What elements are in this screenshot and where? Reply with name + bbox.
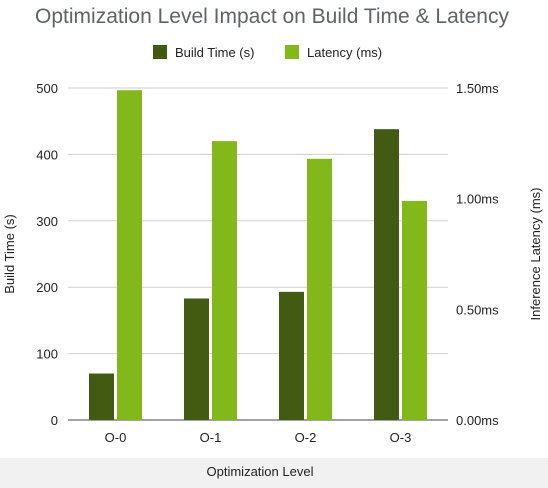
y-tick-label: 100 [36,347,58,362]
y2-tick-label: 1.00ms [456,192,499,207]
y-tick-label: 0 [51,413,58,428]
legend-swatch-latency [285,45,299,59]
x-tick-label: O-1 [200,430,222,445]
x-tick-label: O-0 [105,430,127,445]
legend-swatch-build-time [153,45,167,59]
x-axis-title: Optimization Level [207,464,314,479]
right-axis-ticks: 0.00ms 0.50ms 1.00ms 1.50ms [456,81,499,428]
y-tick-label: 200 [36,280,58,295]
bar-latency [212,141,237,420]
y-tick-label: 300 [36,214,58,229]
left-axis-ticks: 0 100 200 300 400 500 [36,81,58,428]
chart-title: Optimization Level Impact on Build Time … [35,5,509,28]
x-axis-ticks: O-0 O-1 O-2 O-3 [105,430,412,445]
y2-tick-label: 0.50ms [456,302,499,317]
bar-latency [402,200,427,420]
bar-build-time [184,298,209,420]
y-tick-label: 500 [36,81,58,96]
bar-latency [307,158,332,420]
x-tick-label: O-3 [390,430,412,445]
legend-label-latency: Latency (ms) [307,45,382,60]
bar-build-time [279,291,304,420]
legend-label-build-time: Build Time (s) [175,45,254,60]
y2-tick-label: 1.50ms [456,81,499,96]
y2-tick-label: 0.00ms [456,413,499,428]
x-tick-label: O-2 [295,430,317,445]
bar-latency [117,90,142,421]
y2-axis-title: Inference Latency (ms) [528,188,543,321]
bars [89,90,427,421]
y-tick-label: 400 [36,147,58,162]
legend: Build Time (s) Latency (ms) [153,45,382,60]
bottom-band [0,458,548,488]
bar-build-time [374,129,399,420]
y-axis-title: Build Time (s) [2,214,17,293]
bar-build-time [89,373,114,420]
